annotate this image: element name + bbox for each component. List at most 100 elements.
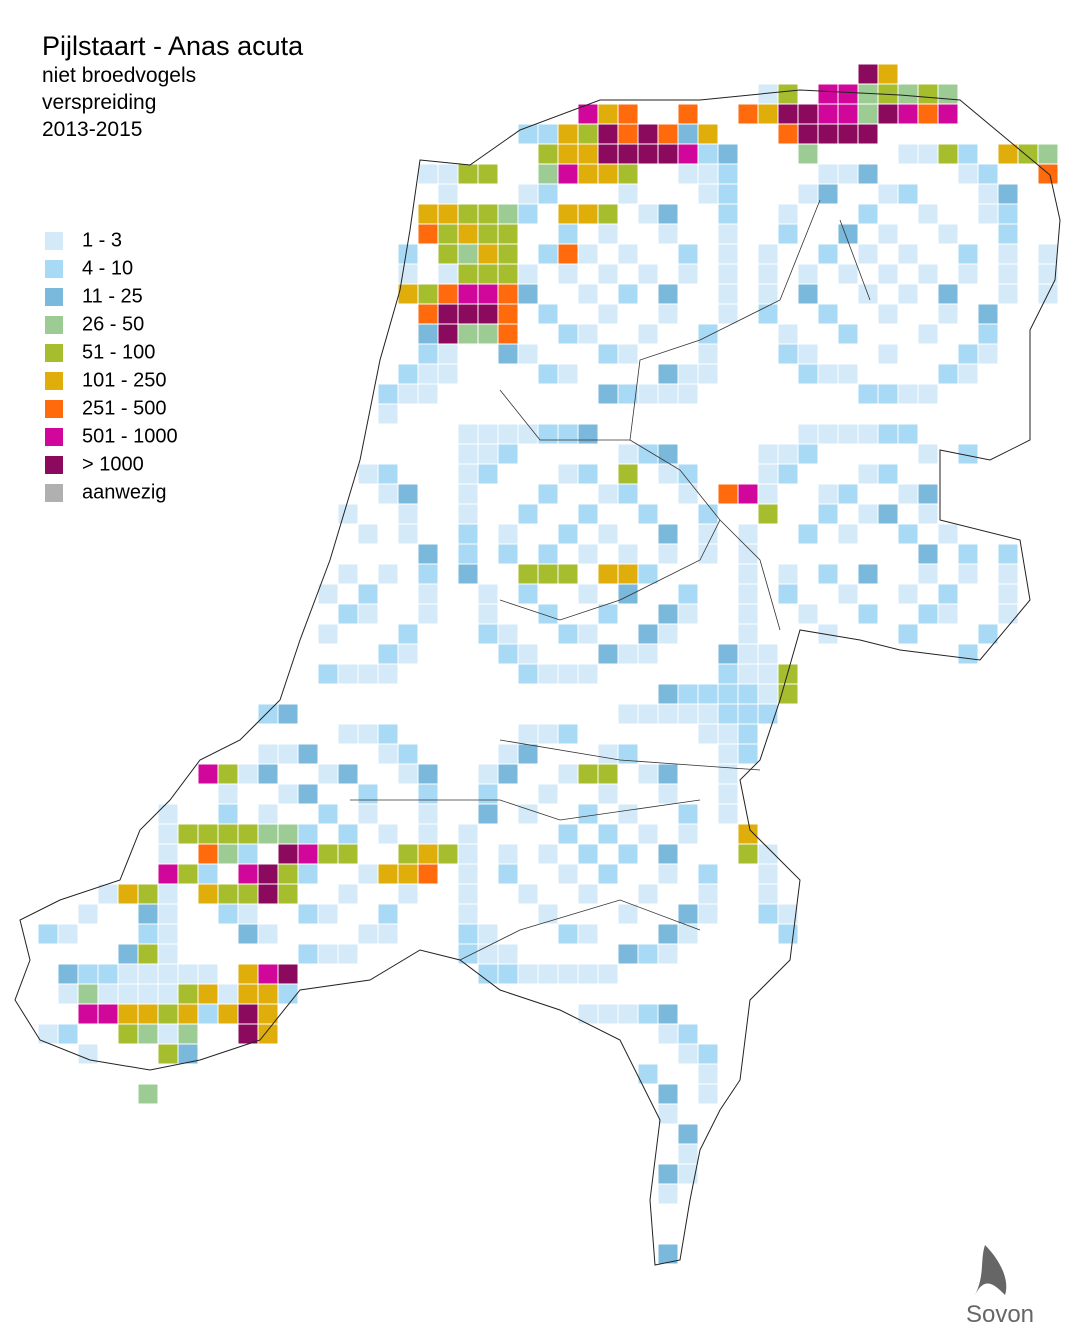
grid-cell: [697, 1063, 719, 1085]
grid-cell: [717, 243, 739, 265]
grid-cell: [697, 683, 719, 705]
grid-cell: [197, 843, 219, 865]
grid-cell: [817, 623, 839, 645]
grid-cell: [777, 463, 799, 485]
grid-cell: [437, 163, 459, 185]
grid-cell: [437, 343, 459, 365]
grid-cell: [577, 663, 599, 685]
map-title: Pijlstaart - Anas acuta: [42, 31, 304, 61]
grid-cell: [917, 83, 939, 105]
grid-cell: [877, 183, 899, 205]
grid-cell: [577, 203, 599, 225]
grid-cell: [197, 763, 219, 785]
grid-cell: [597, 163, 619, 185]
grid-cell: [317, 623, 339, 645]
grid-cell: [597, 123, 619, 145]
grid-cell: [997, 183, 1019, 205]
grid-cell: [577, 423, 599, 445]
grid-cell: [417, 203, 439, 225]
grid-cell: [637, 823, 659, 845]
grid-cell: [37, 1023, 59, 1045]
grid-cell: [657, 143, 679, 165]
grid-cell: [477, 223, 499, 245]
grid-cell: [597, 823, 619, 845]
grid-cell: [337, 763, 359, 785]
grid-cell: [477, 243, 499, 265]
grid-cell: [257, 823, 279, 845]
grid-cell: [757, 463, 779, 485]
grid-cell: [517, 663, 539, 685]
legend-label: aanwezig: [82, 481, 167, 503]
grid-cell: [537, 363, 559, 385]
grid-cell: [657, 363, 679, 385]
grid-cell: [777, 343, 799, 365]
grid-cell: [497, 443, 519, 465]
grid-cell: [597, 783, 619, 805]
grid-cell: [597, 103, 619, 125]
grid-cell: [177, 1003, 199, 1025]
grid-cell: [537, 843, 559, 865]
grid-cell: [877, 263, 899, 285]
grid-cell: [857, 463, 879, 485]
legend-swatch: [45, 400, 63, 418]
grid-cell: [657, 443, 679, 465]
grid-cell: [937, 103, 959, 125]
grid-cell: [597, 643, 619, 665]
grid-cell: [657, 1003, 679, 1025]
grid-cell: [157, 863, 179, 885]
grid-cell: [217, 883, 239, 905]
grid-cell: [617, 343, 639, 365]
grid-cell: [537, 783, 559, 805]
grid-cell: [617, 583, 639, 605]
grid-cell: [777, 223, 799, 245]
grid-cell: [797, 123, 819, 145]
grid-cell: [877, 63, 899, 85]
grid-cell: [957, 563, 979, 585]
grid-cell: [857, 603, 879, 625]
grid-cell: [937, 223, 959, 245]
grid-cell: [777, 103, 799, 125]
grid-cell: [557, 963, 579, 985]
grid-cell: [737, 743, 759, 765]
grid-cell: [497, 303, 519, 325]
grid-cell: [477, 203, 499, 225]
grid-cell: [417, 583, 439, 605]
grid-cell: [857, 63, 879, 85]
grid-cell: [677, 583, 699, 605]
grid-cell: [417, 803, 439, 825]
grid-cell: [257, 923, 279, 945]
grid-cell: [957, 143, 979, 165]
grid-cell: [117, 1003, 139, 1025]
grid-cell: [557, 463, 579, 485]
grid-cell: [1037, 243, 1059, 265]
grid-cell: [877, 223, 899, 245]
grid-cell: [257, 763, 279, 785]
grid-cell: [377, 743, 399, 765]
grid-cell: [497, 423, 519, 445]
grid-cell: [717, 803, 739, 825]
grid-cell: [557, 823, 579, 845]
grid-cell: [897, 423, 919, 445]
grid-cell: [797, 183, 819, 205]
grid-cell: [897, 243, 919, 265]
grid-cell: [677, 703, 699, 725]
grid-cell: [557, 523, 579, 545]
grid-cell: [497, 843, 519, 865]
grid-cell: [697, 543, 719, 565]
grid-cell: [97, 983, 119, 1005]
grid-cell: [437, 183, 459, 205]
grid-cell: [737, 823, 759, 845]
grid-cell: [957, 643, 979, 665]
grid-cell: [797, 343, 819, 365]
grid-cell: [397, 503, 419, 525]
grid-cell: [657, 923, 679, 945]
grid-cell: [357, 923, 379, 945]
grid-cell: [557, 323, 579, 345]
grid-cell: [717, 283, 739, 305]
grid-cell: [657, 223, 679, 245]
grid-cell: [457, 303, 479, 325]
grid-cell: [477, 323, 499, 345]
grid-cell: [777, 583, 799, 605]
grid-cell: [157, 983, 179, 1005]
grid-cell: [397, 363, 419, 385]
